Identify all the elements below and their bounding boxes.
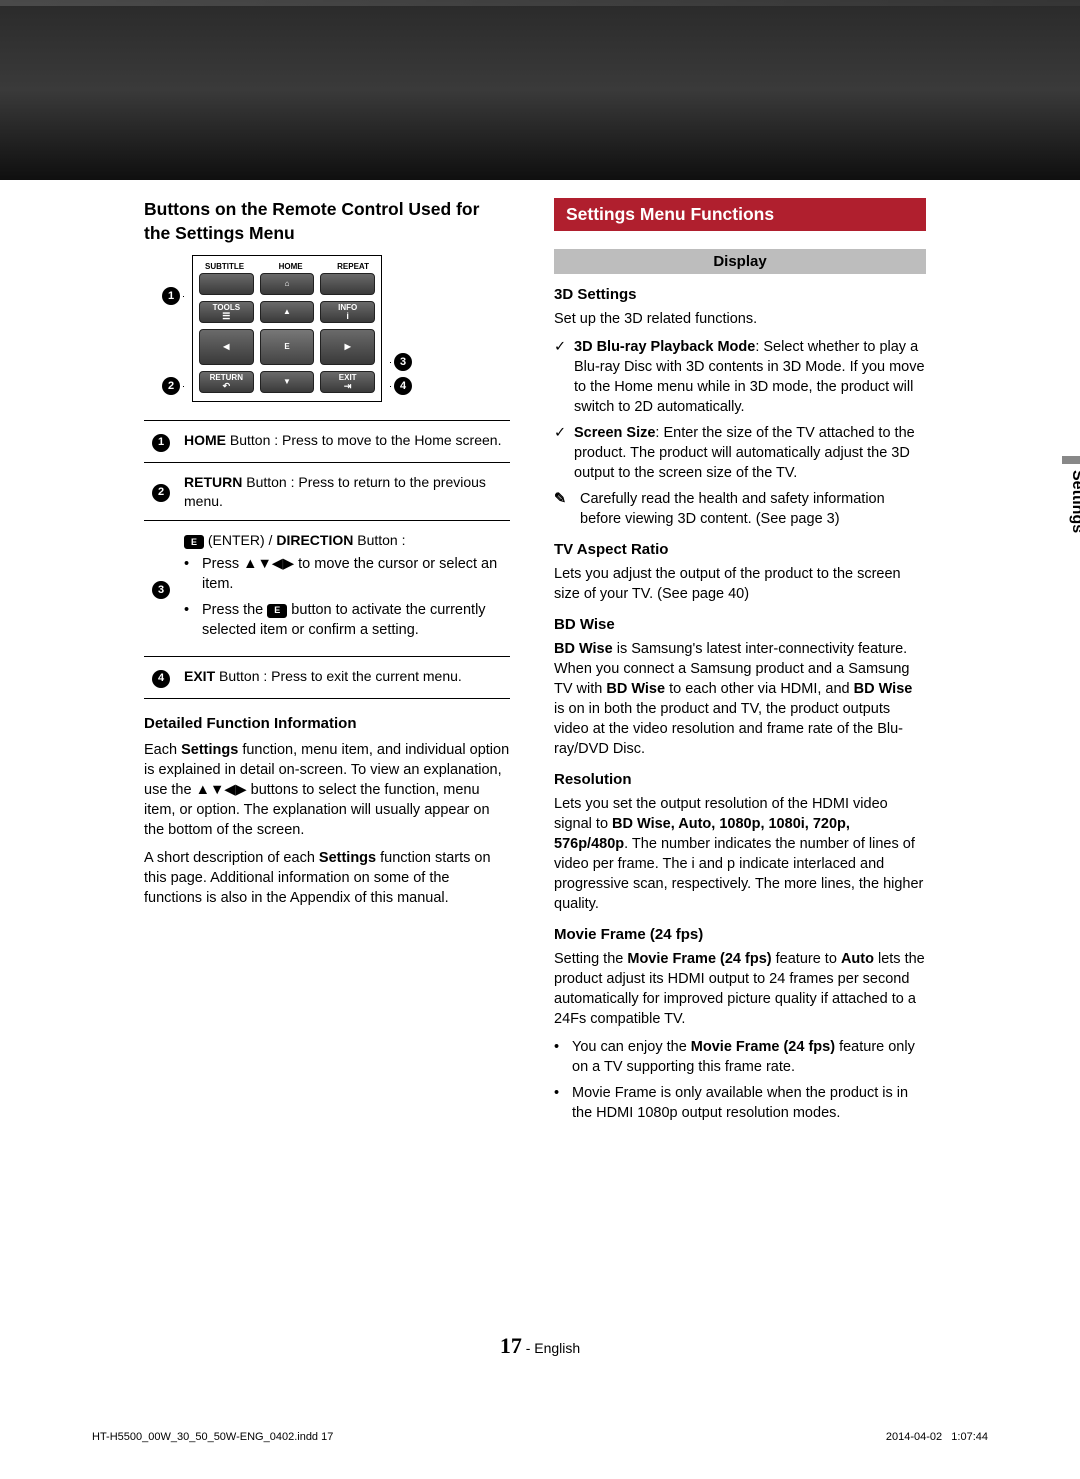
movieframe-head: Movie Frame (24 fps) — [554, 926, 926, 943]
remote-left-btn: ◀ — [199, 329, 254, 365]
remote-home-btn: ⌂ — [260, 273, 315, 295]
detailed-info-title: Detailed Function Information — [144, 715, 510, 732]
tick-item-1: ✓3D Blu-ray Playback Mode: Select whethe… — [554, 337, 926, 417]
table-row: 3 E (ENTER) / DIRECTION Button : Press ▲… — [144, 521, 510, 657]
callout-2: 2 — [162, 377, 180, 395]
right-column: Settings Menu Functions Display 3D Setti… — [554, 198, 926, 1129]
enter-icon: E — [267, 604, 287, 618]
display-category-band: Display — [554, 249, 926, 274]
row-num-2: 2 — [152, 484, 170, 502]
row-num-4: 4 — [152, 670, 170, 688]
aspect-head: TV Aspect Ratio — [554, 541, 926, 558]
row-num-3: 3 — [152, 581, 170, 599]
remote-info-btn: INFOi — [320, 301, 375, 323]
indd-filename: HT-H5500_00W_30_50_50W-ENG_0402.indd 17 — [92, 1431, 333, 1443]
left-column: Buttons on the Remote Control Used for t… — [144, 198, 510, 1129]
remote-buttons-title: Buttons on the Remote Control Used for t… — [144, 198, 510, 245]
resolution-text: Lets you set the output resolution of th… — [554, 794, 926, 914]
remote-label-subtitle: SUBTITLE — [205, 262, 244, 271]
page-number-footer: 17 - English — [0, 1333, 1080, 1359]
enter-icon: E — [184, 535, 204, 549]
bdwise-head: BD Wise — [554, 616, 926, 633]
mf-bullet-1: You can enjoy the Movie Frame (24 fps) f… — [554, 1037, 926, 1077]
mf-bullet-2: Movie Frame is only available when the p… — [554, 1083, 926, 1123]
bdwise-text: BD Wise is Samsung's latest inter-connec… — [554, 639, 926, 759]
callout-3: 3 — [394, 353, 412, 371]
remote-tools-btn: TOOLS☰ — [199, 301, 254, 323]
settings-menu-banner: Settings Menu Functions — [554, 198, 926, 231]
table-row: 1 HOME Button : Press to move to the Hom… — [144, 421, 510, 462]
button-description-table: 1 HOME Button : Press to move to the Hom… — [144, 420, 510, 699]
detailed-p1: Each Settings function, menu item, and i… — [144, 740, 510, 840]
remote-return-btn: RETURN↶ — [199, 371, 254, 393]
remote-diagram: 1 2 SUBTITLE HOME REPEAT ⌂ TOOL — [162, 255, 510, 402]
row-text-1: HOME Button : Press to move to the Home … — [178, 421, 510, 462]
row-text-4: EXIT Button : Press to exit the current … — [178, 657, 510, 698]
note-row: ✎Carefully read the health and safety in… — [554, 489, 926, 529]
callout-1: 1 — [162, 287, 180, 305]
table-row: 2 RETURN Button : Press to return to the… — [144, 462, 510, 521]
remote-down-btn: ▼ — [260, 371, 315, 393]
callout-4: 4 — [394, 377, 412, 395]
r3-bullet-1: Press ▲▼◀▶ to move the cursor or select … — [202, 554, 504, 594]
remote-enter-btn: E — [260, 329, 315, 365]
detailed-p2: A short description of each Settings fun… — [144, 848, 510, 908]
remote-up-btn: ▲ — [260, 301, 315, 323]
remote-repeat-btn — [320, 273, 375, 295]
3d-settings-head: 3D Settings — [554, 286, 926, 303]
row-text-3: E (ENTER) / DIRECTION Button : Press ▲▼◀… — [178, 521, 510, 657]
remote-label-home: HOME — [279, 262, 303, 271]
row-text-2: RETURN Button : Press to return to the p… — [178, 462, 510, 521]
remote-exit-btn: EXIT⇥ — [320, 371, 375, 393]
print-time: 1:07:44 — [951, 1431, 988, 1443]
movieframe-text: Setting the Movie Frame (24 fps) feature… — [554, 949, 926, 1029]
tick-item-2: ✓Screen Size: Enter the size of the TV a… — [554, 423, 926, 483]
r3-bullet-2: Press the E button to activate the curre… — [202, 600, 504, 640]
remote-right-btn: ▶ — [320, 329, 375, 365]
print-date: 2014-04-02 — [886, 1431, 942, 1443]
aspect-text: Lets you adjust the output of the produc… — [554, 564, 926, 604]
row-num-1: 1 — [152, 434, 170, 452]
3d-intro: Set up the 3D related functions. — [554, 309, 926, 329]
remote-label-repeat: REPEAT — [337, 262, 369, 271]
note-icon: ✎ — [554, 489, 572, 529]
top-gradient-band — [0, 0, 1080, 180]
remote-subtitle-btn — [199, 273, 254, 295]
print-metadata-footer: HT-H5500_00W_30_50_50W-ENG_0402.indd 17 … — [92, 1431, 988, 1443]
resolution-head: Resolution — [554, 771, 926, 788]
table-row: 4 EXIT Button : Press to exit the curren… — [144, 657, 510, 698]
